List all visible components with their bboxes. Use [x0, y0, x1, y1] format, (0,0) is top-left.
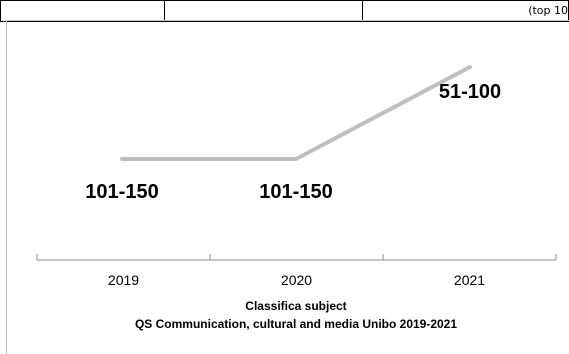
chart-title: Classifica subject	[245, 299, 346, 313]
x-tick-label: 2021	[454, 272, 485, 288]
x-tick-label: 2020	[281, 272, 312, 288]
x-tick-label: 2019	[108, 272, 139, 288]
data-label: 101-150	[85, 181, 158, 203]
series-line	[120, 65, 472, 161]
table-cell: (top 10	[362, 0, 569, 22]
chart-subtitle: QS Communication, cultural and media Uni…	[135, 317, 457, 331]
data-label: 51-100	[439, 81, 501, 103]
header-table: (top 10	[0, 0, 569, 22]
data-label: 101-150	[259, 181, 332, 203]
chart-frame	[6, 20, 569, 354]
